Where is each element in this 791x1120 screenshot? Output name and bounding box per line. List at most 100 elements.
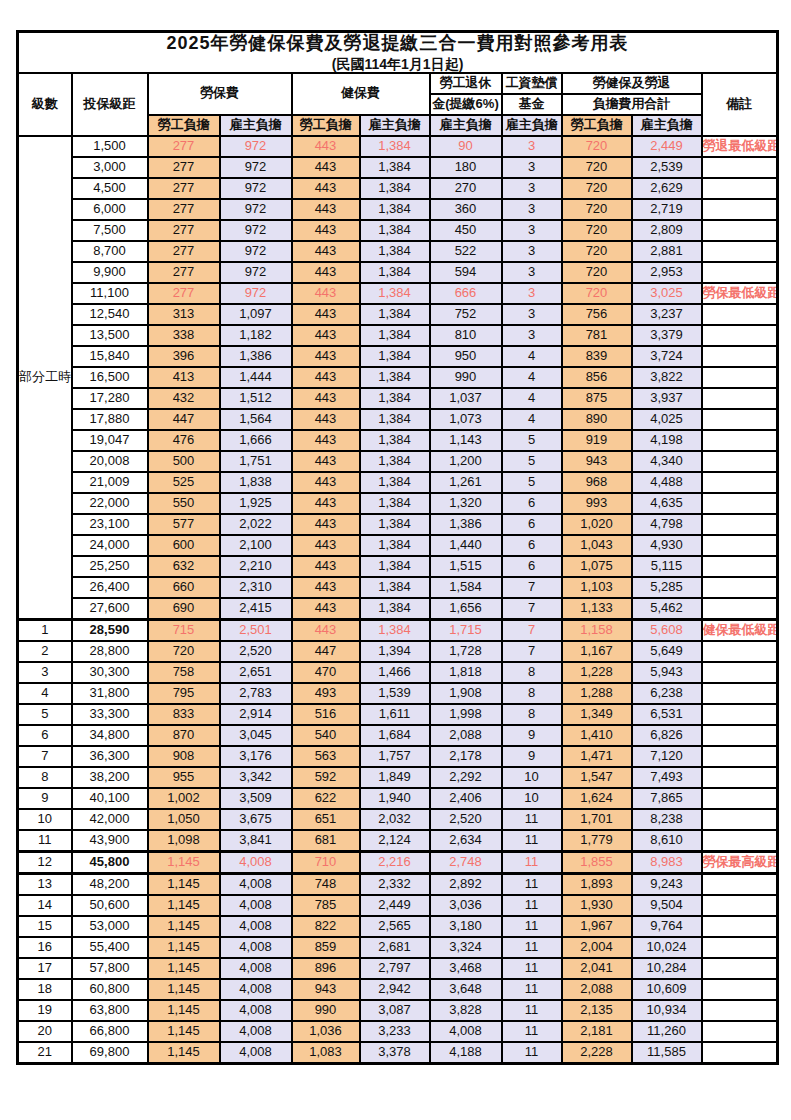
value-cell: 11 <box>502 895 562 916</box>
value-cell: 990 <box>292 1000 360 1021</box>
subheader-pension-employer: 雇主負擔 <box>430 115 502 136</box>
bracket-cell: 9,900 <box>72 262 148 283</box>
value-cell: 493 <box>292 683 360 704</box>
value-cell: 8 <box>502 683 562 704</box>
value-cell: 516 <box>292 704 360 725</box>
value-cell: 5,943 <box>632 662 702 683</box>
value-cell: 681 <box>292 830 360 852</box>
value-cell: 9 <box>502 725 562 746</box>
value-cell: 7 <box>502 598 562 620</box>
value-cell: 1,384 <box>360 136 430 157</box>
remark-cell <box>702 157 778 178</box>
remark-cell <box>702 514 778 535</box>
value-cell: 795 <box>148 683 220 704</box>
remark-cell <box>702 199 778 220</box>
table-row: 431,8007952,7834931,5391,90881,2886,238 <box>18 683 778 704</box>
value-cell: 2,415 <box>220 598 292 620</box>
value-cell: 10 <box>502 788 562 809</box>
value-cell: 3,045 <box>220 725 292 746</box>
value-cell: 5 <box>502 451 562 472</box>
level-cell: 13 <box>18 873 72 895</box>
remark-cell <box>702 241 778 262</box>
value-cell: 720 <box>562 241 632 262</box>
value-cell: 3 <box>502 304 562 325</box>
value-cell: 3 <box>502 220 562 241</box>
table-row: 13,5003381,1824431,38481037813,379 <box>18 325 778 346</box>
bracket-cell: 17,280 <box>72 388 148 409</box>
value-cell: 968 <box>562 472 632 493</box>
table-row: 1757,8001,1454,0088962,7973,468112,04110… <box>18 958 778 979</box>
value-cell: 666 <box>430 283 502 304</box>
table-row: 9,9002779724431,38459437202,953 <box>18 262 778 283</box>
bracket-cell: 57,800 <box>72 958 148 979</box>
value-cell: 1,145 <box>148 979 220 1000</box>
value-cell: 3,180 <box>430 916 502 937</box>
value-cell: 277 <box>148 136 220 157</box>
value-cell: 919 <box>562 430 632 451</box>
remark-cell <box>702 598 778 620</box>
value-cell: 2,216 <box>360 851 430 873</box>
value-cell: 4,198 <box>632 430 702 451</box>
value-cell: 277 <box>148 157 220 178</box>
table-row: 21,0095251,8384431,3841,26159684,488 <box>18 472 778 493</box>
value-cell: 833 <box>148 704 220 725</box>
value-cell: 2,228 <box>562 1042 632 1064</box>
value-cell: 2,520 <box>220 641 292 662</box>
value-cell: 1,103 <box>562 577 632 598</box>
bracket-cell: 63,800 <box>72 1000 148 1021</box>
value-cell: 1,037 <box>430 388 502 409</box>
value-cell: 1,384 <box>360 262 430 283</box>
value-cell: 3,176 <box>220 746 292 767</box>
value-cell: 875 <box>562 388 632 409</box>
value-cell: 3,379 <box>632 325 702 346</box>
table-row: 940,1001,0023,5096221,9402,406101,6247,8… <box>18 788 778 809</box>
value-cell: 11 <box>502 958 562 979</box>
value-cell: 10,284 <box>632 958 702 979</box>
value-cell: 2,783 <box>220 683 292 704</box>
table-row: 27,6006902,4154431,3841,65671,1335,462 <box>18 598 778 620</box>
value-cell: 3,648 <box>430 979 502 1000</box>
remark-cell <box>702 388 778 409</box>
value-cell: 7 <box>502 641 562 662</box>
remark-cell <box>702 577 778 598</box>
value-cell: 1,547 <box>562 767 632 788</box>
value-cell: 1,261 <box>430 472 502 493</box>
value-cell: 11 <box>502 873 562 895</box>
value-cell: 2,634 <box>430 830 502 852</box>
value-cell: 4 <box>502 367 562 388</box>
value-cell: 1,998 <box>430 704 502 725</box>
table-row: 16,5004131,4444431,38499048563,822 <box>18 367 778 388</box>
remark-cell <box>702 556 778 577</box>
value-cell: 720 <box>148 641 220 662</box>
bracket-cell: 26,400 <box>72 577 148 598</box>
value-cell: 1,967 <box>562 916 632 937</box>
value-cell: 1,512 <box>220 388 292 409</box>
value-cell: 3 <box>502 241 562 262</box>
value-cell: 1,384 <box>360 388 430 409</box>
value-cell: 3,036 <box>430 895 502 916</box>
value-cell: 2,332 <box>360 873 430 895</box>
table-row: 25,2506322,2104431,3841,51561,0755,115 <box>18 556 778 577</box>
value-cell: 4,340 <box>632 451 702 472</box>
level-cell: 10 <box>18 809 72 830</box>
value-cell: 443 <box>292 262 360 283</box>
level-cell: 2 <box>18 641 72 662</box>
table-row: 2066,8001,1454,0081,0363,2334,008112,181… <box>18 1021 778 1042</box>
value-cell: 396 <box>148 346 220 367</box>
value-cell: 447 <box>148 409 220 430</box>
value-cell: 1,384 <box>360 556 430 577</box>
value-cell: 522 <box>430 241 502 262</box>
table-row: 17,8804471,5644431,3841,07348904,025 <box>18 409 778 430</box>
value-cell: 632 <box>148 556 220 577</box>
value-cell: 3 <box>502 283 562 304</box>
value-cell: 1,855 <box>562 851 632 873</box>
value-cell: 1,167 <box>562 641 632 662</box>
value-cell: 720 <box>562 157 632 178</box>
value-cell: 3,509 <box>220 788 292 809</box>
value-cell: 443 <box>292 283 360 304</box>
value-cell: 1,384 <box>360 325 430 346</box>
value-cell: 1,384 <box>360 619 430 641</box>
value-cell: 3,937 <box>632 388 702 409</box>
value-cell: 4,488 <box>632 472 702 493</box>
value-cell: 443 <box>292 304 360 325</box>
